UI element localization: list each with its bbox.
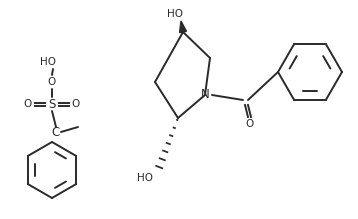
Text: N: N bbox=[200, 88, 209, 101]
Text: O: O bbox=[24, 99, 32, 109]
Polygon shape bbox=[180, 21, 187, 33]
Text: O: O bbox=[48, 77, 56, 87]
Text: O: O bbox=[72, 99, 80, 109]
Text: S: S bbox=[48, 97, 56, 111]
Text: C: C bbox=[52, 125, 60, 138]
Text: O: O bbox=[246, 119, 254, 129]
Text: HO: HO bbox=[137, 173, 153, 183]
Text: HO: HO bbox=[40, 57, 56, 67]
Text: HO: HO bbox=[167, 9, 183, 19]
